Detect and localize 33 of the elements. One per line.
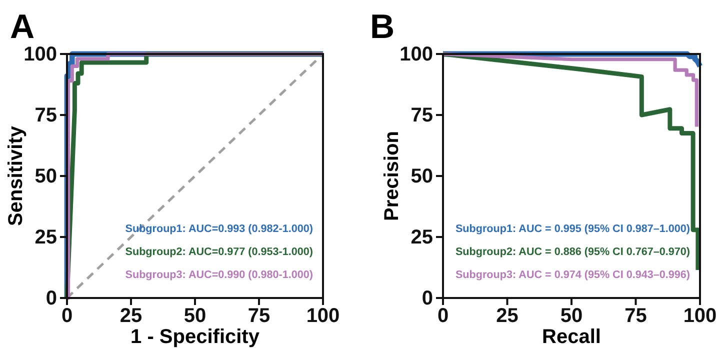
text: Subgroup1: AUC=0.993 (0.982-1.000) bbox=[125, 223, 314, 235]
x-tick-label: 100 bbox=[306, 305, 340, 328]
y-tick-label: 25 bbox=[410, 226, 433, 248]
x-axis-title: Recall bbox=[542, 326, 601, 348]
x-tick-label: 75 bbox=[248, 305, 270, 328]
x-tick-label: 25 bbox=[120, 305, 142, 328]
y-tick-label: 100 bbox=[24, 43, 57, 66]
chart-title: A bbox=[10, 8, 35, 46]
y-tick-label: 100 bbox=[400, 43, 433, 66]
x-tick-label: 25 bbox=[496, 305, 518, 328]
text: Subgroup3: AUC=0.990 (0.980-1.000) bbox=[125, 269, 314, 281]
x-tick-label: 0 bbox=[437, 305, 449, 328]
x-tick-label: 100 bbox=[683, 305, 717, 328]
text: Subgroup2: AUC=0.977 (0.953-1.000) bbox=[125, 246, 314, 258]
y-tick-label: 50 bbox=[410, 165, 433, 188]
y-tick-label: 75 bbox=[410, 104, 433, 126]
line-series bbox=[441, 52, 698, 129]
series-label: Subgroup2: AUC = 0.886 (95% CI 0.767–0.970) bbox=[455, 246, 690, 258]
text: Subgroup1: AUC = 0.995 (95% CI 0.987–1.000) bbox=[455, 223, 690, 235]
y-tick-label: 0 bbox=[46, 287, 57, 310]
y-tick-label: 0 bbox=[422, 287, 433, 310]
x-tick-label: 50 bbox=[184, 305, 206, 328]
y-axis-title: Sensitivity bbox=[5, 125, 27, 226]
y-tick-label: 25 bbox=[34, 226, 57, 248]
y-tick-label: 50 bbox=[34, 165, 57, 188]
y-axis-title: Precision bbox=[381, 130, 403, 222]
x-tick-label: 50 bbox=[560, 305, 583, 328]
x-tick-label: 75 bbox=[624, 305, 647, 328]
y-tick-label: 75 bbox=[34, 104, 57, 126]
chart-title: B bbox=[370, 8, 395, 46]
x-tick-label: 0 bbox=[61, 305, 73, 328]
x-axis-title: 1 - Specificity bbox=[130, 326, 260, 348]
text: Subgroup3: AUC = 0.974 (95% CI 0.943–0.996) bbox=[455, 269, 690, 281]
